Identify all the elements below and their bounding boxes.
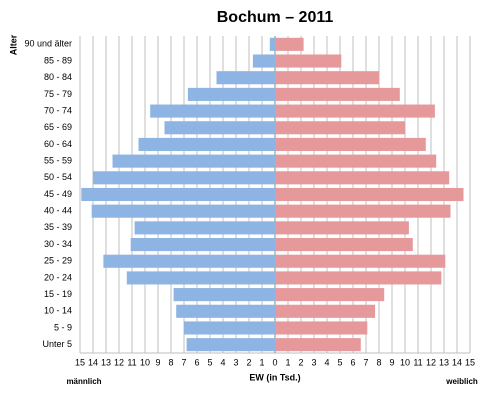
- y-tick-label: 35 - 39: [44, 222, 72, 232]
- bar: [138, 137, 275, 151]
- x-tick-label: 12: [426, 357, 436, 367]
- x-tick-label: 8: [376, 357, 381, 367]
- bar: [176, 304, 275, 318]
- x-tick-label: 14: [88, 357, 98, 367]
- chart-title: Bochum – 2011: [217, 9, 334, 26]
- x-tick-label: 5: [337, 357, 342, 367]
- x-tick-label: 11: [127, 357, 136, 367]
- y-tick-label: 85 - 89: [44, 55, 72, 65]
- x-tick-label: 6: [350, 357, 355, 367]
- x-tick-label: 7: [363, 357, 368, 367]
- x-tick-label: 9: [389, 357, 394, 367]
- x-tick-label: 3: [311, 357, 316, 367]
- bar: [275, 121, 405, 135]
- x-tick-label: 13: [439, 357, 449, 367]
- x-tick-label: 13: [101, 357, 111, 367]
- bar: [275, 338, 361, 352]
- x-tick-label: 8: [168, 357, 173, 367]
- bar: [187, 87, 275, 101]
- y-tick-label: 5 - 9: [54, 322, 72, 332]
- bar: [91, 204, 275, 218]
- y-tick-label: 60 - 64: [44, 139, 72, 149]
- x-tick-label: 9: [155, 357, 160, 367]
- y-tick-label: 55 - 59: [44, 156, 72, 166]
- y-tick-label: 75 - 79: [44, 89, 72, 99]
- bar: [173, 288, 275, 302]
- bar: [186, 338, 275, 352]
- x-tick-label: 15: [465, 357, 475, 367]
- y-tick-label: 50 - 54: [44, 172, 72, 182]
- y-tick-label: 70 - 74: [44, 105, 72, 115]
- bar: [126, 271, 275, 285]
- x-tick-label: 12: [114, 357, 124, 367]
- bar: [275, 54, 342, 68]
- bar: [275, 321, 368, 335]
- y-tick-label: 45 - 49: [44, 189, 72, 199]
- bar: [275, 221, 409, 235]
- bar: [134, 221, 275, 235]
- bar: [269, 37, 275, 51]
- bar: [164, 121, 275, 135]
- y-tick-label: 30 - 34: [44, 239, 72, 249]
- bar: [275, 87, 400, 101]
- y-tick-label: Unter 5: [42, 339, 72, 349]
- bar: [275, 204, 451, 218]
- bar: [275, 254, 446, 268]
- bar: [275, 187, 464, 202]
- x-tick-label: 3: [233, 357, 238, 367]
- bar: [275, 137, 426, 151]
- x-tick-label: 4: [220, 357, 225, 367]
- x-tick-label: 2: [298, 357, 303, 367]
- y-tick-label: 20 - 24: [44, 272, 72, 282]
- x-tick-label: 4: [324, 357, 329, 367]
- bar: [150, 104, 275, 118]
- x-tick-label: 10: [140, 357, 150, 367]
- bar: [93, 171, 275, 185]
- bar: [81, 187, 275, 202]
- bar: [112, 154, 275, 168]
- bar: [275, 104, 435, 118]
- x-tick-label: 10: [400, 357, 410, 367]
- bar: [275, 154, 437, 168]
- y-tick-label: 90 und älter: [24, 39, 72, 49]
- x-tick-label: 15: [75, 357, 85, 367]
- y-tick-label: 65 - 69: [44, 122, 72, 132]
- bar: [275, 304, 376, 318]
- x-tick-label: 14: [452, 357, 462, 367]
- bar: [275, 288, 385, 302]
- bar: [252, 54, 275, 68]
- bar: [275, 71, 379, 85]
- x-axis-label: EW (in Tsd.): [249, 372, 300, 382]
- x-tick-label: 0: [272, 357, 277, 367]
- legend-male: männlich: [66, 377, 101, 386]
- bar: [184, 321, 275, 335]
- x-tick-label: 11: [413, 357, 422, 367]
- y-tick-label: 25 - 29: [44, 256, 72, 266]
- x-tick-label: 7: [181, 357, 186, 367]
- legend-female: weiblich: [445, 377, 478, 386]
- y-tick-label: 40 - 44: [44, 206, 72, 216]
- x-tick-label: 1: [285, 357, 290, 367]
- x-tick-label: 1: [259, 357, 264, 367]
- bar: [275, 271, 442, 285]
- x-tick-label: 5: [207, 357, 212, 367]
- bar: [216, 71, 275, 85]
- y-tick-label: 10 - 14: [44, 306, 72, 316]
- bar: [275, 171, 450, 185]
- y-tick-label: 80 - 84: [44, 72, 72, 82]
- x-tick-label: 6: [194, 357, 199, 367]
- y-tick-label: 15 - 19: [44, 289, 72, 299]
- bar: [275, 37, 304, 51]
- y-axis-label: Alter: [8, 34, 18, 55]
- bar: [130, 238, 275, 252]
- bar: [103, 254, 276, 268]
- bar: [275, 238, 413, 252]
- x-tick-label: 2: [246, 357, 251, 367]
